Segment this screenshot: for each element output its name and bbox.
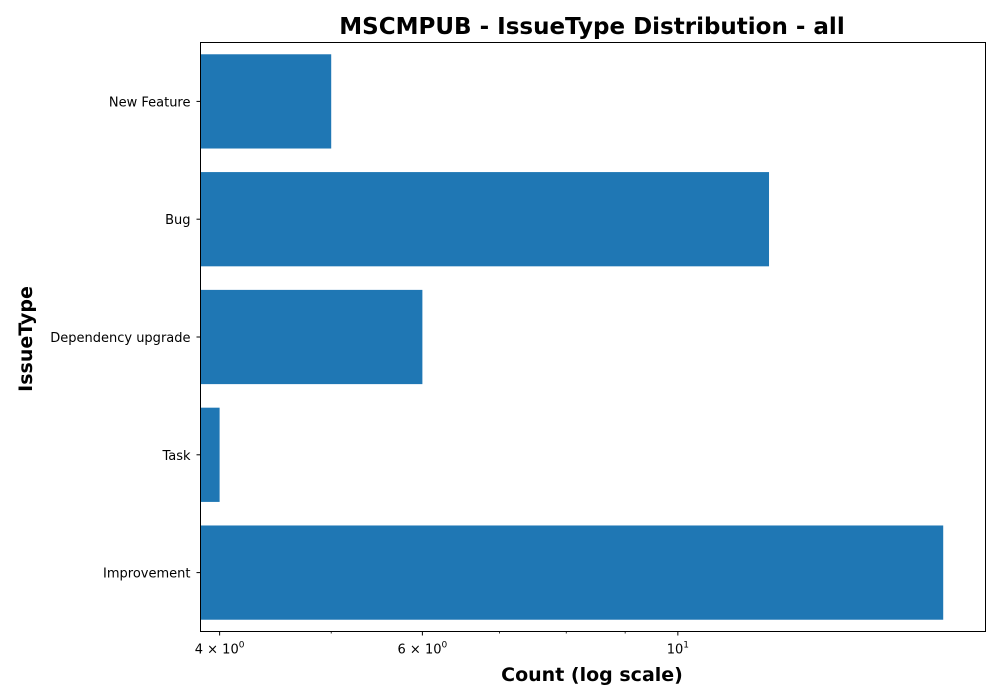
bar-task xyxy=(200,407,220,502)
x-tick-label: 101 xyxy=(667,641,689,658)
y-tick-label: Bug xyxy=(165,213,190,228)
x-tick-label: 4 × 100 xyxy=(195,641,245,658)
x-axis-ticks: 4 × 100 6 × 100 101 xyxy=(195,631,689,658)
y-tick-label: Dependency upgrade xyxy=(50,331,190,346)
y-axis-ticks: Improvement Task Dependency upgrade Bug New … xyxy=(50,95,201,582)
bar-dependency-upgrade xyxy=(200,289,423,385)
y-tick-label: Task xyxy=(161,449,191,464)
y-tick-label: Improvement xyxy=(103,567,190,582)
bars-group xyxy=(200,54,944,620)
bar-bug xyxy=(200,172,770,267)
bar-improvement xyxy=(200,525,944,620)
x-tick-label: 6 × 100 xyxy=(398,641,448,658)
x-axis-label: Count (log scale) xyxy=(501,664,683,686)
y-tick-label: New Feature xyxy=(109,95,191,110)
bar-new-feature xyxy=(200,54,332,149)
chart-title: MSCMPUB - IssueType Distribution - all xyxy=(339,14,844,40)
y-axis-label: IssueType xyxy=(15,286,37,392)
